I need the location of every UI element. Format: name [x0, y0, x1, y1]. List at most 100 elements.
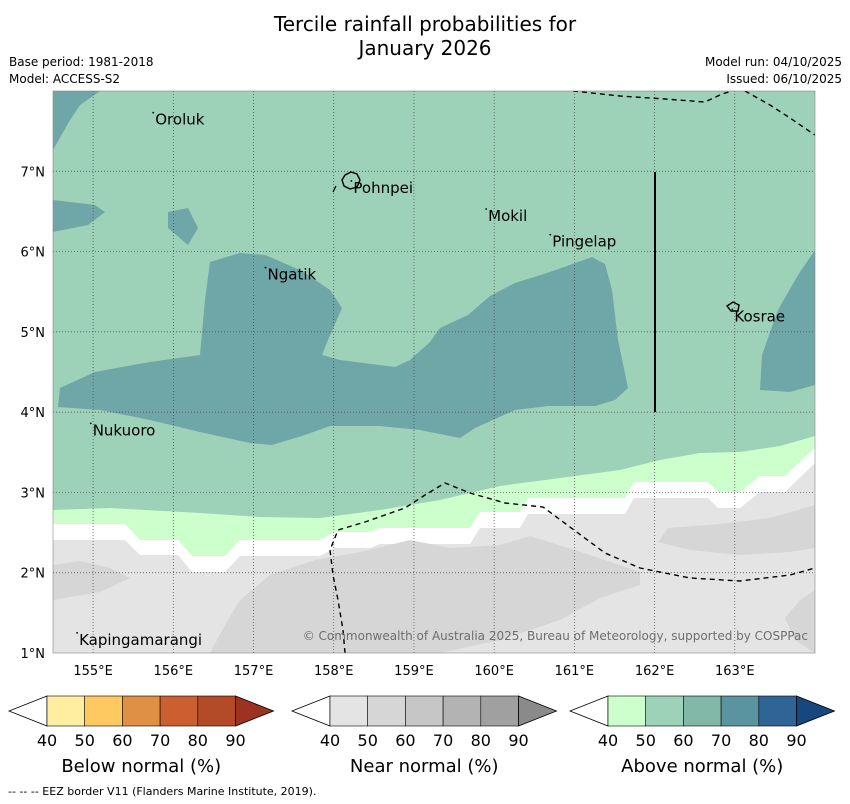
place-marker — [549, 233, 552, 236]
pohnpei-island — [341, 171, 361, 190]
lat-tick-label: 6°N — [21, 246, 46, 261]
legend-tick: 40 — [320, 731, 340, 750]
axis-ticks: 155°E 156°E 157°E 158°E 159°E 160°E 161°E 162°E… — [21, 165, 755, 679]
issued-date: Issued: 06/10/2025 — [726, 72, 842, 86]
lat-tick-label: 4°N — [21, 406, 46, 421]
title-line-1: Tercile rainfall probabilities for — [273, 12, 577, 36]
legend-tick: 60 — [673, 731, 693, 750]
above-normal-60-east — [760, 250, 815, 392]
above-normal-60-nw — [53, 91, 100, 150]
lon-tick-label: 157°E — [234, 664, 274, 679]
legend-tick: 40 — [598, 731, 618, 750]
place-marker — [264, 266, 267, 269]
place-label: Nukuoro — [93, 421, 156, 439]
eez-footnote: -- -- -- EEZ border V11 (Flanders Marine… — [8, 785, 317, 798]
title-line-2: January 2026 — [358, 36, 492, 60]
legend-min-arrow — [290, 695, 331, 727]
legend-swatch — [720, 695, 760, 727]
lon-tick-label: 161°E — [555, 664, 595, 679]
lat-tick-label: 2°N — [21, 567, 46, 582]
legend-tick: 90 — [786, 731, 806, 750]
legend-tick: 40 — [37, 731, 57, 750]
legend-tick: 70 — [433, 731, 453, 750]
place-marker — [485, 208, 488, 210]
eez-fragment — [332, 185, 337, 193]
near-normal-50-west — [53, 561, 130, 600]
legend-swatch — [197, 695, 236, 727]
place-marker — [152, 111, 155, 114]
lat-tick-label: 7°N — [21, 165, 46, 180]
place-label: Kosrae — [734, 307, 785, 325]
legend-max-arrow — [518, 695, 558, 727]
map-frame — [52, 90, 816, 654]
legend-swatch — [480, 695, 519, 727]
lon-tick-label: 160°E — [474, 664, 514, 679]
legend-swatch — [607, 695, 647, 727]
legend-tick: 80 — [471, 731, 491, 750]
place-marker — [350, 180, 353, 182]
legend-label: Near normal (%) — [350, 756, 499, 777]
legend-swatch — [122, 695, 161, 727]
legend-tick: 90 — [225, 731, 245, 750]
lon-tick-label: 159°E — [394, 664, 434, 679]
legend-min-arrow — [568, 695, 609, 727]
place-label: Kapingamarangi — [79, 631, 202, 649]
lon-tick-label: 155°E — [73, 664, 113, 679]
near-normal-50-southeast — [785, 590, 815, 653]
legend-swatch — [84, 695, 123, 727]
base-period: Base period: 1981-2018 — [9, 55, 154, 69]
legend-label: Below normal (%) — [61, 756, 221, 777]
legend-tick: 70 — [150, 731, 170, 750]
legend-tick: 80 — [749, 731, 769, 750]
place-marker — [76, 632, 78, 634]
legend-tick: 50 — [75, 731, 95, 750]
model-run: Model run: 04/10/2025 — [704, 55, 842, 69]
above-normal-60-blob — [168, 208, 198, 245]
legend-tick: 90 — [508, 731, 528, 750]
eez-border-south — [329, 482, 815, 653]
meta-left: Base period: 1981-2018 Model: ACCESS-S2 — [9, 54, 154, 88]
legend-swatch — [367, 695, 406, 727]
meta-right: Model run: 04/10/2025 Issued: 06/10/2025 — [705, 54, 842, 88]
place-label: Oroluk — [155, 111, 204, 129]
legend-swatch — [405, 695, 444, 727]
lon-tick-label: 163°E — [715, 664, 755, 679]
model-name: Model: ACCESS-S2 — [9, 72, 121, 86]
graticule — [53, 91, 815, 653]
place-label: Pohnpei — [353, 179, 413, 197]
legend-tick: 50 — [358, 731, 378, 750]
lon-tick-label: 158°E — [314, 664, 354, 679]
lat-tick-label: 5°N — [21, 326, 46, 341]
map-area: Oroluk Pohnpei Mokil Pingelap Ngatik Kosrae Nu… — [53, 91, 815, 653]
place-label: Mokil — [488, 207, 527, 225]
legend-tick: 60 — [112, 731, 132, 750]
legend-swatch — [442, 695, 482, 727]
place-marker — [89, 422, 92, 425]
legend-swatch — [46, 695, 86, 727]
kosrae-island — [725, 301, 740, 312]
legend-tick: 50 — [636, 731, 656, 750]
near-normal-50-east — [658, 505, 815, 555]
eez-border-northeast — [744, 91, 815, 136]
legend-tick: 70 — [711, 731, 731, 750]
place-marker — [731, 308, 734, 311]
legend-swatch — [758, 695, 797, 727]
lon-tick-label: 156°E — [154, 664, 194, 679]
above-normal-60-central — [58, 253, 628, 445]
place-labels: Oroluk Pohnpei Mokil Pingelap Ngatik Kosrae Nu… — [76, 111, 785, 649]
legend-max-arrow — [796, 695, 836, 727]
eez-border-north — [572, 91, 733, 103]
legend-tick: 80 — [188, 731, 208, 750]
legend-label: Above normal (%) — [621, 756, 783, 777]
legend-min-arrow — [7, 695, 48, 727]
place-label: Pingelap — [552, 233, 616, 251]
legend-swatch — [159, 695, 199, 727]
lat-tick-label: 3°N — [21, 486, 46, 501]
legend-swatch — [645, 695, 684, 727]
near-normal-50-central — [210, 536, 640, 653]
lon-tick-label: 162°E — [635, 664, 675, 679]
